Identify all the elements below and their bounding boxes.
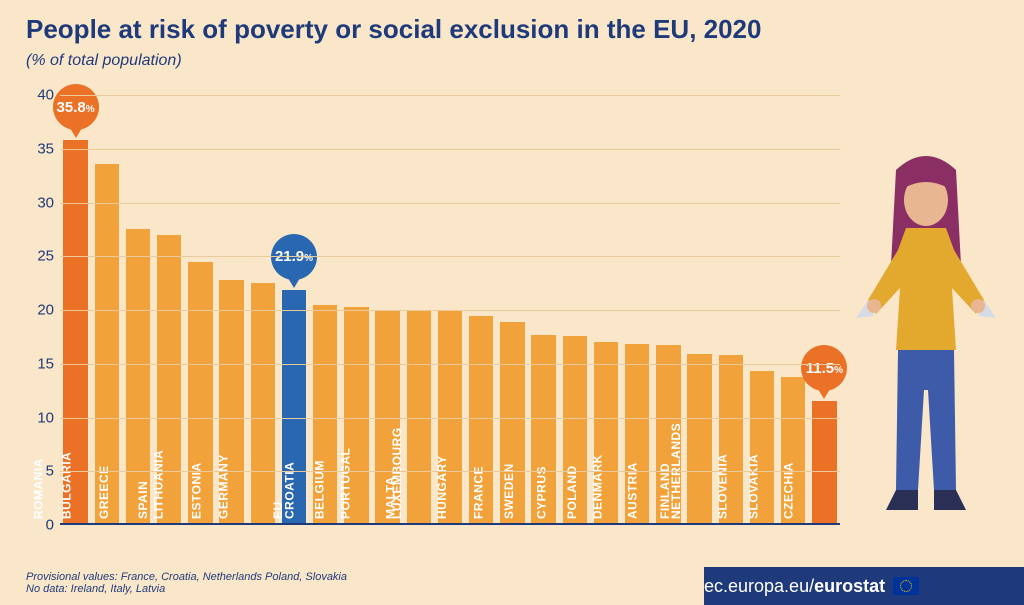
value-callout: 35.8%: [53, 84, 99, 130]
bar-label: HUNGARY: [435, 455, 449, 519]
bar-label: BELGIUM: [313, 460, 327, 519]
footnote-line: Provisional values: France, Croatia, Net…: [26, 571, 347, 583]
grid-line: [60, 418, 840, 419]
chart-title: People at risk of poverty or social excl…: [26, 14, 761, 45]
grid-line: [60, 310, 840, 311]
y-tick-label: 25: [14, 248, 54, 265]
bar: [687, 354, 711, 525]
y-tick-label: 40: [14, 87, 54, 104]
bar-label: PORTUGAL: [338, 448, 352, 519]
y-tick-label: 15: [14, 355, 54, 372]
y-tick-label: 10: [14, 409, 54, 426]
bar-label: POLAND: [565, 465, 579, 519]
chart-area: ROMANIA35.8%BULGARIAGREECESPAINLITHUANIA…: [60, 95, 840, 525]
source-footer: ec.europa.eu/eurostat: [704, 567, 1024, 605]
source-url-bold: eurostat: [814, 576, 885, 597]
y-tick-label: 20: [14, 302, 54, 319]
grid-line: [60, 471, 840, 472]
eu-flag-icon: [893, 577, 919, 595]
grid-line: [60, 149, 840, 150]
value-callout: 11.5%: [801, 345, 847, 391]
bar-label: SLOVAKIA: [747, 454, 761, 519]
grid-line: [60, 364, 840, 365]
bar-label: GERMANY: [216, 454, 230, 519]
footnotes: Provisional values: France, Croatia, Net…: [26, 571, 347, 595]
grid-line: [60, 95, 840, 96]
y-tick-label: 5: [14, 463, 54, 480]
woman-empty-pockets-icon: [856, 150, 996, 530]
bar-label: SPAIN: [136, 481, 150, 519]
bar: [812, 401, 836, 525]
bar-label: DENMARK: [591, 454, 605, 519]
bar-label: CYPRUS: [534, 466, 548, 519]
grid-line: [60, 203, 840, 204]
infographic-canvas: People at risk of poverty or social excl…: [0, 0, 1024, 605]
bar-label: SLOVENIA: [715, 454, 729, 519]
y-tick-label: 0: [14, 517, 54, 534]
footnote-line: No data: Ireland, Italy, Latvia: [26, 583, 347, 595]
source-url-plain: ec.europa.eu/: [704, 576, 814, 597]
bar-label: LITHUANIA: [152, 450, 166, 519]
bar-label: GREECE: [97, 465, 111, 519]
bar-label: LUXEMBOURG: [390, 427, 404, 519]
y-tick-label: 30: [14, 194, 54, 211]
chart-plot: ROMANIA35.8%BULGARIAGREECESPAINLITHUANIA…: [60, 95, 840, 525]
bar-label: FRANCE: [472, 466, 486, 519]
chart-subtitle: (% of total population): [26, 52, 182, 70]
x-axis-baseline: [60, 523, 840, 525]
bar: [251, 283, 275, 525]
y-tick-label: 35: [14, 140, 54, 157]
bar-label: BULGARIA: [59, 452, 73, 519]
grid-line: [60, 256, 840, 257]
